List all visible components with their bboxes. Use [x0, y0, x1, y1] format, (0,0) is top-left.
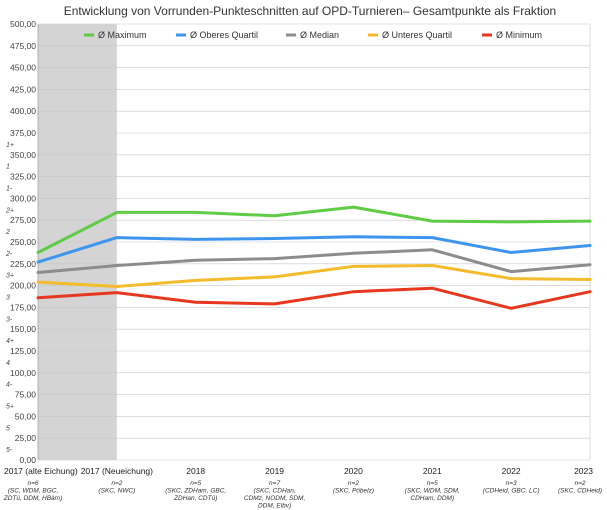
y-tick-label: 75,00 [15, 390, 37, 400]
x-axis: 2017 (alte Eichung) n=6(SC, WDM, BGC,ZDTü… [3, 466, 602, 510]
y-tick-label: 325,00 [10, 172, 36, 182]
x-category-note: (SKC, CDHan, [253, 488, 295, 495]
y-tick-label: 200,00 [10, 281, 36, 291]
x-category-note: DDM, Elbv) [258, 503, 291, 510]
x-category-note: CDHam, DDM) [410, 495, 454, 502]
grade-label: 1- [6, 186, 13, 193]
x-category-note: ZDHan, CDTü) [173, 495, 217, 502]
grade-label: 2+ [5, 207, 14, 214]
y-tick-label: 25,00 [15, 433, 37, 443]
x-category-note: (SKC, ZDHam, GBC, [165, 488, 226, 495]
y-tick-label: 450,00 [10, 63, 36, 73]
grade-label: 3 [6, 295, 10, 302]
legend-label: Ø Median [300, 30, 339, 40]
series-line-minimum [36, 286, 592, 310]
series-line-maximum [36, 205, 592, 254]
gridlines [38, 23, 590, 461]
legend-label: Ø Unteres Quartil [382, 30, 452, 40]
series-lines [36, 205, 592, 310]
x-tick-label: 2019 [265, 466, 284, 476]
x-category-note: n=7 [269, 480, 280, 487]
y-tick-label: 275,00 [10, 215, 36, 225]
y-tick-label: 400,00 [10, 106, 36, 116]
grade-label: 1 [6, 164, 10, 171]
grade-label: 5- [6, 447, 13, 454]
y-tick-label: 500,00 [10, 19, 36, 29]
grade-label: 3+ [6, 273, 14, 280]
y-axis: 0,00 25,00 50,00 75,00 100,00 125,00 150,00 175… [10, 19, 591, 465]
x-category-note: n=5 [190, 480, 201, 487]
y-tick-label: 150,00 [10, 324, 36, 334]
grade-label: 2- [5, 251, 13, 258]
y-tick-label: 375,00 [10, 128, 36, 138]
y-tick-label: 250,00 [10, 237, 36, 247]
x-tick-label: 2018 [186, 466, 205, 476]
y-tick-label: 350,00 [10, 150, 36, 160]
x-category-note: n=2 [574, 480, 585, 487]
x-tick-label: 2017 (Neueichung) [81, 466, 153, 476]
x-category-note: n=6 [27, 480, 38, 487]
x-category-note: n=3 [506, 480, 517, 487]
x-category-note: (SKC, NWC) [98, 488, 135, 495]
y-tick-label: 300,00 [10, 193, 36, 203]
grade-labels: 5- 5 5+ 4- 4 4+ 3- 3 3+ 2- 2 2+ 1- 1 1+ [5, 142, 14, 454]
x-tick-label: 2023 [574, 466, 593, 476]
x-category-note: (SKC, CDHeid) [558, 488, 602, 495]
legend-label: Ø Maximum [98, 30, 147, 40]
legend-label: Ø Oberes Quartil [190, 30, 258, 40]
chart-title: Entwicklung von Vorrunden-Punkteschnitte… [64, 4, 556, 18]
series-line-oberes-quartil [36, 235, 592, 264]
grade-label: 5+ [6, 404, 14, 411]
x-category-note: (SKC, Pöbelz) [333, 488, 374, 495]
series-line-median [36, 248, 592, 274]
x-category-note: n=5 [427, 480, 438, 487]
grade-label: 4+ [6, 338, 14, 345]
y-tick-label: 225,00 [10, 259, 36, 269]
legend: Ø Maximum Ø Oberes Quartil Ø Median Ø Unter… [84, 30, 542, 40]
grade-label: 3- [6, 316, 13, 323]
y-tick-label: 125,00 [10, 346, 36, 356]
grade-label: 4- [6, 382, 13, 389]
x-category-note: n=2 [348, 480, 359, 487]
y-tick-label: 175,00 [10, 302, 36, 312]
x-tick-label: 2022 [502, 466, 521, 476]
y-tick-label: 0,00 [19, 455, 36, 465]
grade-label: 1+ [6, 142, 14, 149]
x-tick-label: 2020 [344, 466, 363, 476]
x-category-note: CDMz, NODM, SDM, [244, 495, 306, 502]
series-line-unteres-quartil [36, 264, 592, 288]
x-category-note: n=2 [111, 480, 122, 487]
grade-label: 4 [6, 360, 10, 367]
x-category-note: ZDTü, DDM, HBäm) [3, 495, 63, 502]
x-category-note: (SC, WDM, BGC, [8, 488, 59, 495]
x-tick-label: 2021 [423, 466, 442, 476]
y-tick-label: 475,00 [10, 41, 36, 51]
x-category-note: (SKC, WDM, SDM, [405, 488, 460, 495]
y-tick-label: 50,00 [15, 411, 37, 421]
grade-label: 2 [5, 229, 10, 236]
y-tick-label: 425,00 [10, 84, 36, 94]
x-category-note: (CDHeid, GBC, LC) [483, 488, 540, 495]
y-tick-label: 100,00 [10, 368, 36, 378]
legend-label: Ø Minimum [496, 30, 542, 40]
grade-label: 5 [6, 425, 10, 432]
x-tick-label: 2017 (alte Eichung) [4, 466, 78, 476]
